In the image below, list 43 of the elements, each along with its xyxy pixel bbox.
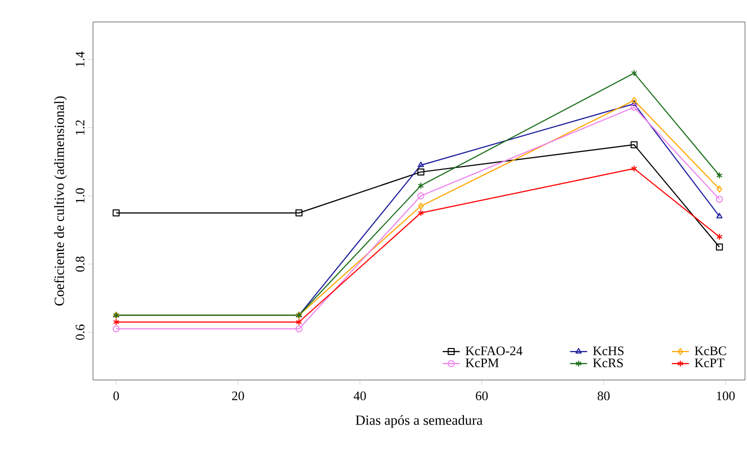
point (417, 192, 424, 200)
point (113, 318, 120, 326)
point (716, 244, 723, 251)
x-tick-label: 40 (354, 392, 366, 400)
y-tick-label: 1.4 (76, 52, 84, 66)
point (112, 325, 120, 332)
point (716, 172, 723, 179)
x-tick-label: 60 (476, 392, 488, 400)
point (417, 168, 424, 176)
point (716, 233, 723, 240)
point (418, 209, 424, 216)
point (631, 165, 638, 172)
point (630, 104, 638, 111)
x-tick-label: 100 (716, 392, 735, 400)
point (112, 209, 120, 216)
point (418, 162, 424, 168)
point (418, 202, 424, 210)
point (630, 141, 638, 148)
point (631, 100, 638, 106)
y-axis-title: Coeficiente de cultivo (adimensional) (54, 96, 67, 306)
point (296, 318, 302, 326)
legend-label: KcBC (694, 346, 726, 356)
y-tick-label: 0.8 (76, 256, 84, 272)
x-tick-label: 20 (232, 392, 244, 400)
y-tick-label: 1.2 (76, 120, 84, 135)
x-tick-label: 0 (113, 392, 119, 400)
point (295, 209, 302, 216)
point (716, 212, 723, 218)
point (295, 325, 302, 332)
point (716, 186, 722, 193)
point (631, 96, 637, 104)
legend-label: KcPT (694, 358, 724, 368)
legend-label: KcHS (593, 346, 624, 356)
legend-label: KcFAO-24 (466, 346, 522, 356)
x-axis-title: Dias após a semeadura (356, 415, 483, 428)
point (631, 70, 638, 77)
x-tick-label: 80 (598, 392, 610, 400)
legend-label: KcRS (593, 358, 623, 368)
y-tick-label: 0.6 (76, 324, 84, 340)
point (716, 196, 723, 203)
point (418, 182, 424, 190)
y-tick-label: 1.0 (76, 188, 84, 203)
legend-label: KcPM (466, 358, 499, 368)
